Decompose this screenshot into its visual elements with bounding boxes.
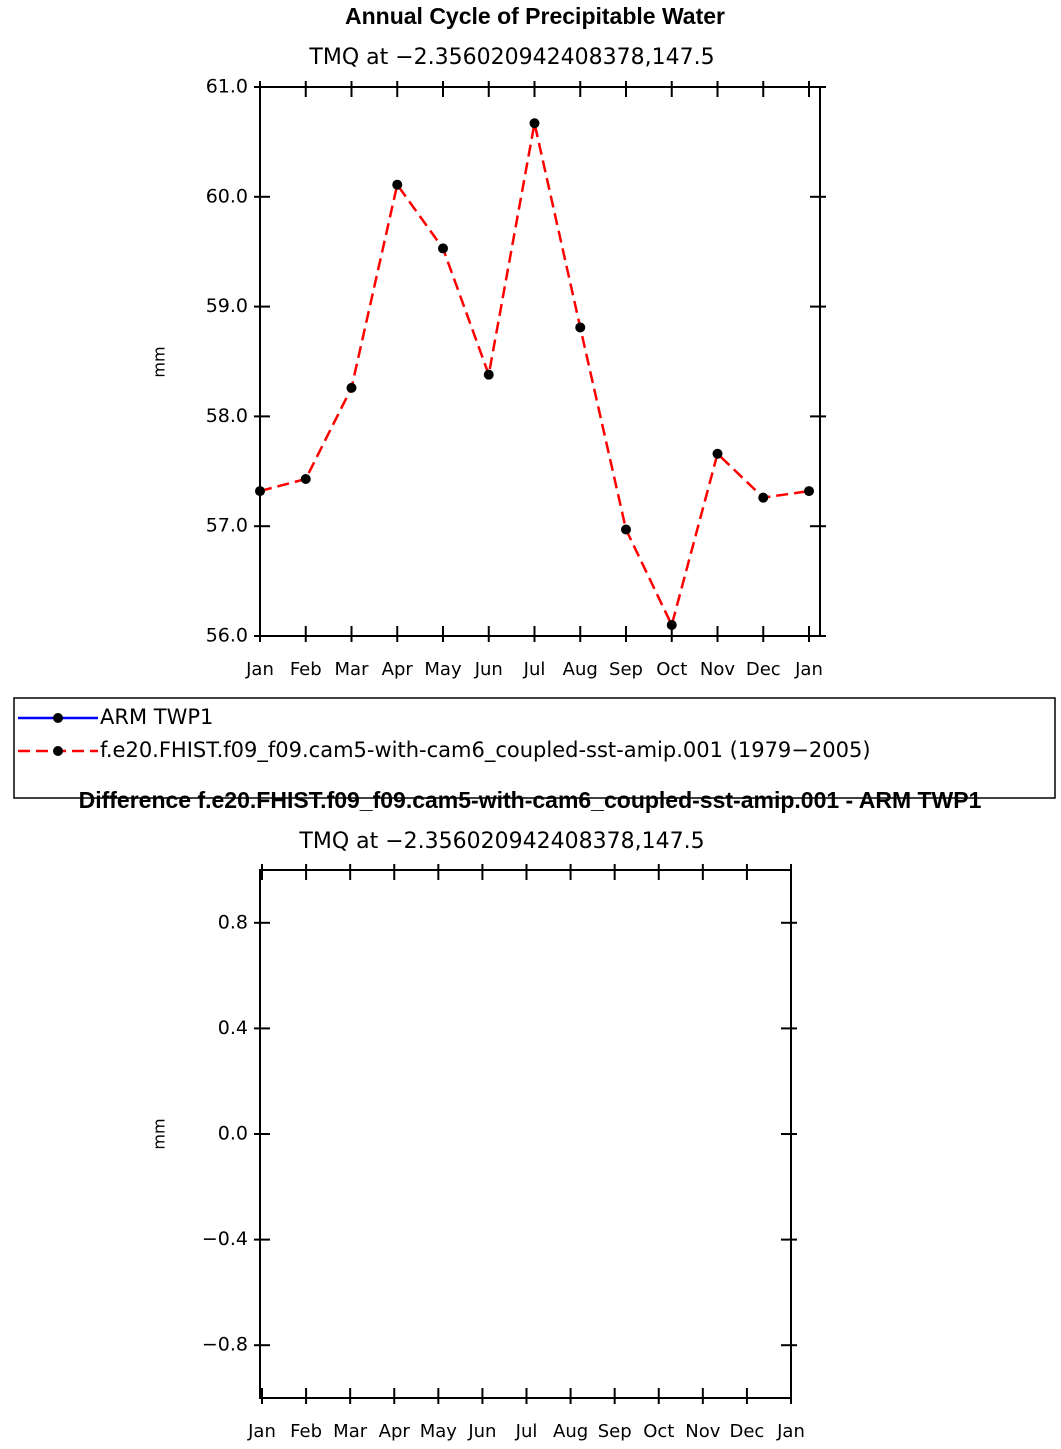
data-point — [438, 243, 448, 254]
x-tick-label: Nov — [685, 1421, 720, 1442]
x-tick-label: Dec — [746, 659, 781, 680]
data-point — [300, 473, 311, 484]
data-point — [255, 486, 265, 497]
x-tick-label: Apr — [382, 659, 414, 680]
legend-label: ARM TWP1 — [100, 705, 213, 729]
x-tick-label: Dec — [729, 1421, 764, 1442]
plot-frame — [259, 869, 792, 1399]
data-point — [666, 620, 677, 631]
y-tick-label: −0.8 — [202, 1334, 248, 1356]
legend-box — [13, 697, 1056, 799]
x-tick-label: Mar — [335, 659, 370, 680]
data-point — [483, 369, 494, 380]
x-tick-label: Oct — [643, 1421, 674, 1442]
x-tick-label: May — [420, 1421, 458, 1442]
x-tick-label: Aug — [563, 659, 598, 680]
legend-marker — [53, 713, 63, 723]
y-tick-label: 59.0 — [206, 295, 248, 317]
x-tick-label: Jul — [523, 659, 546, 680]
x-tick-label: Aug — [553, 1421, 588, 1442]
chart-title: Annual Cycle of Precipitable Water — [345, 3, 725, 29]
x-tick-label: Jan — [776, 1421, 805, 1442]
x-tick-label: Sep — [609, 659, 643, 680]
x-tick-label: Nov — [700, 659, 735, 680]
data-point — [529, 118, 540, 129]
x-tick-label: Jul — [515, 1421, 538, 1442]
x-tick-label: Jan — [247, 1421, 276, 1442]
y-tick-label: 0.8 — [218, 911, 248, 933]
y-tick-label: 0.4 — [218, 1017, 248, 1039]
x-tick-label: Sep — [598, 1421, 632, 1442]
data-point — [575, 322, 586, 333]
y-axis-label: mm — [150, 346, 169, 377]
x-tick-label: Jun — [474, 659, 503, 680]
y-tick-label: 58.0 — [206, 405, 248, 427]
x-tick-label: Jun — [467, 1421, 496, 1442]
legend-marker — [53, 746, 63, 756]
data-point — [758, 492, 769, 503]
chart-title: Difference f.e20.FHIST.f09_f09.cam5-with… — [79, 787, 982, 813]
x-tick-label: May — [424, 659, 462, 680]
x-tick-label: Mar — [333, 1421, 368, 1442]
x-tick-label: Feb — [290, 1421, 322, 1442]
y-tick-label: −0.4 — [202, 1228, 248, 1250]
x-tick-label: Apr — [379, 1421, 411, 1442]
y-tick-label: 60.0 — [206, 185, 248, 207]
data-point — [804, 486, 814, 497]
chart-subtitle: TMQ at −2.356020942408378,147.5 — [308, 45, 714, 70]
series-line — [259, 122, 810, 629]
y-tick-label: 0.0 — [218, 1123, 248, 1145]
legend-label: f.e20.FHIST.f09_f09.cam5-with-cam6_coupl… — [100, 738, 871, 763]
x-tick-label: Jan — [245, 659, 274, 680]
chart-subtitle: TMQ at −2.356020942408378,147.5 — [298, 829, 704, 854]
y-tick-label: 57.0 — [206, 515, 248, 537]
x-tick-label: Feb — [290, 659, 322, 680]
y-tick-label: 56.0 — [206, 625, 248, 647]
x-tick-label: Oct — [656, 659, 687, 680]
data-point — [392, 179, 403, 190]
x-tick-label: Jan — [794, 659, 823, 680]
y-tick-label: 61.0 — [206, 76, 248, 98]
data-point — [621, 524, 631, 535]
data-point — [712, 448, 723, 459]
plot-frame — [259, 86, 821, 637]
y-axis-label: mm — [150, 1118, 169, 1149]
data-point — [346, 382, 357, 393]
